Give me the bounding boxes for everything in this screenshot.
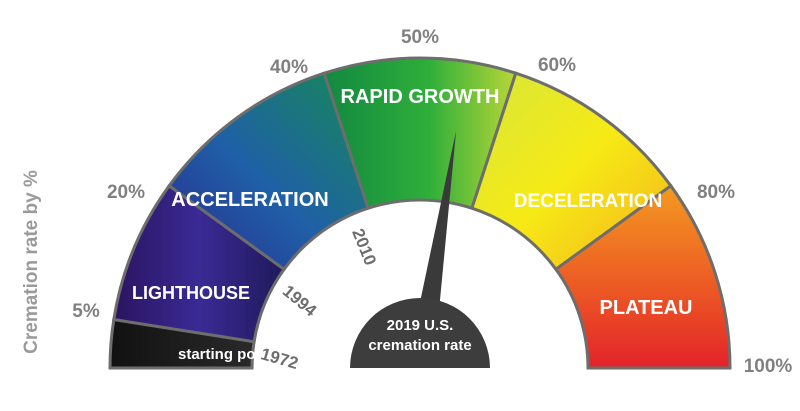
percent-label-80: 80% <box>697 182 735 203</box>
percent-label-20: 20% <box>107 182 145 203</box>
phase-label-plateau: PLATEAU <box>600 297 693 319</box>
percent-label-5: 5% <box>72 301 100 322</box>
year-label-1994: 1994 <box>279 281 321 320</box>
hub-label-line2: cremation rate <box>368 337 471 354</box>
phase-label-deceleration: DECELERATION <box>514 191 662 212</box>
percent-label-60: 60% <box>538 55 576 76</box>
needle-hub <box>350 298 490 368</box>
year-label-1972: 1972 <box>259 344 301 373</box>
segment-plateau <box>553 183 732 370</box>
percent-label-50: 50% <box>401 27 439 48</box>
needle-pointer <box>415 130 457 327</box>
phase-label-acceleration: ACCELERATION <box>171 189 328 211</box>
gauge-segments <box>108 56 732 370</box>
hub-label-line1: 2019 U.S. <box>387 317 454 334</box>
phase-label-lighthouse: LIGHTHOUSE <box>132 283 250 303</box>
phase-label-starting-point: starting point <box>178 346 274 363</box>
phase-label-rapid-growth: RAPID GROWTH <box>341 86 500 108</box>
year-label-2010: 2010 <box>348 226 380 268</box>
axis-label: Cremation rate by % <box>21 170 42 354</box>
percent-label-100: 100% <box>744 356 793 377</box>
percent-label-40: 40% <box>270 57 308 78</box>
